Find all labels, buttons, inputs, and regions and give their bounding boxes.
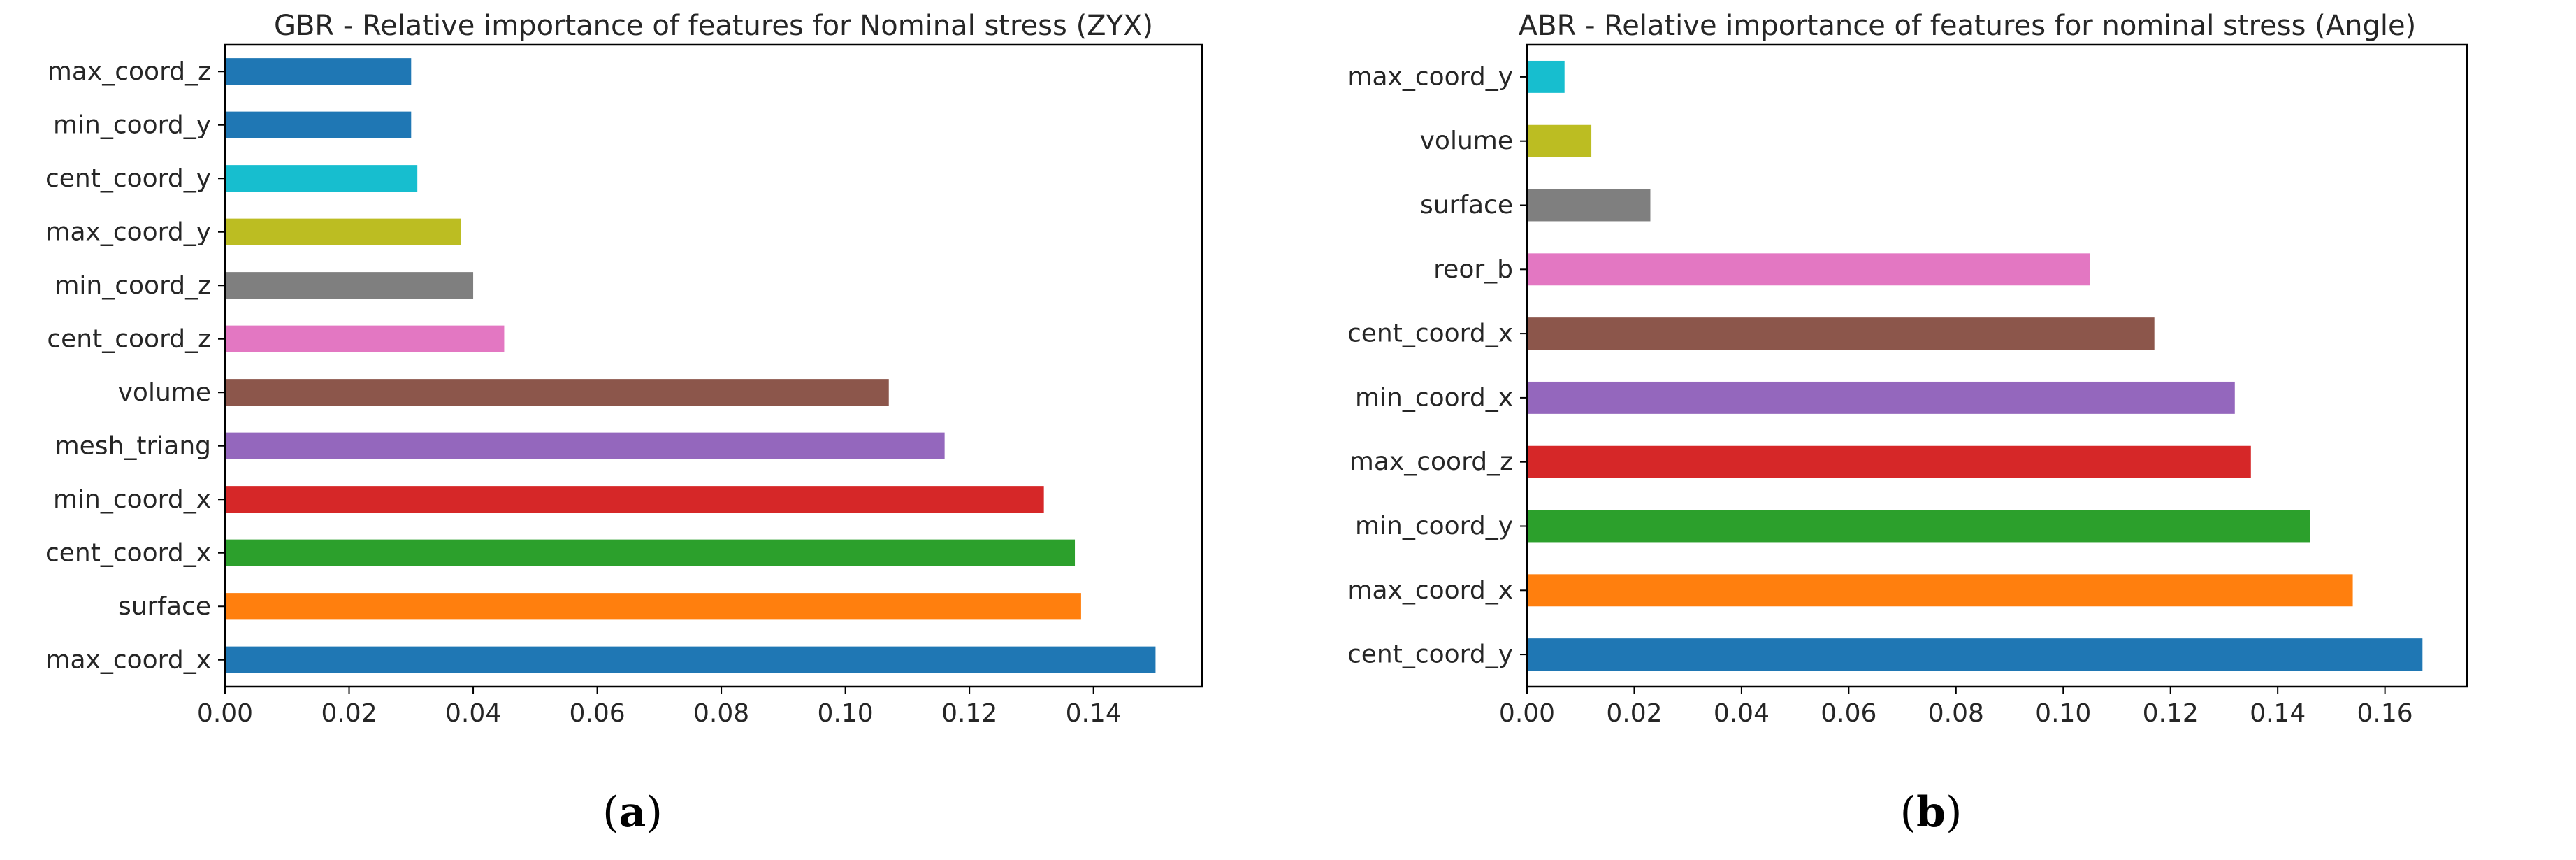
x-tick-label-b-3: 0.06 xyxy=(1821,699,1876,728)
category-label-b-max_coord_x: max_coord_x xyxy=(1347,576,1513,605)
category-label-b-min_coord_y: min_coord_y xyxy=(1355,512,1513,540)
bar-a-min_coord_y xyxy=(225,111,412,138)
category-label-b-reor_b: reor_b xyxy=(1433,255,1513,284)
x-tick-label-a-2: 0.04 xyxy=(445,699,501,728)
category-label-a-mesh_triang: mesh_triang xyxy=(55,431,211,460)
bar-b-min_coord_y xyxy=(1527,510,2310,543)
plot-frame-b xyxy=(1526,43,2468,688)
bar-b-volume xyxy=(1527,124,1592,157)
category-label-a-cent_coord_x: cent_coord_x xyxy=(45,538,211,567)
x-tick-label-b-5: 0.10 xyxy=(2035,699,2091,728)
chart-panel-a: GBR - Relative importance of features fo… xyxy=(45,10,1203,728)
bars-b xyxy=(1527,60,2423,671)
category-label-b-max_coord_z: max_coord_z xyxy=(1349,447,1513,476)
category-label-a-min_coord_y: min_coord_y xyxy=(53,110,211,139)
bar-a-max_coord_z xyxy=(225,58,412,85)
x-tick-label-b-0: 0.00 xyxy=(1499,699,1555,728)
category-label-b-min_coord_x: min_coord_x xyxy=(1355,383,1513,412)
bar-a-volume xyxy=(225,379,889,406)
chart-title-a: GBR - Relative importance of features fo… xyxy=(274,10,1153,42)
category-label-b-surface: surface xyxy=(1420,191,1513,220)
category-label-b-volume: volume xyxy=(1420,127,1513,155)
category-label-a-volume: volume xyxy=(118,378,211,407)
category-labels-b: cent_coord_y max_coord_x min_coord_y max_co… xyxy=(1347,62,1527,669)
bar-b-max_coord_y xyxy=(1527,60,1565,93)
bar-a-min_coord_x xyxy=(225,486,1044,513)
x-tick-label-a-6: 0.12 xyxy=(941,699,997,728)
category-label-a-max_coord_y: max_coord_y xyxy=(45,217,211,246)
category-label-b-max_coord_y: max_coord_y xyxy=(1347,62,1513,91)
category-labels-a: max_coord_x surface cent_coord_x min_coord_… xyxy=(45,57,225,674)
bar-a-cent_coord_z xyxy=(225,325,505,352)
x-tick-label-a-1: 0.02 xyxy=(321,699,377,728)
bar-a-max_coord_x xyxy=(225,646,1156,673)
caption-a: (a) xyxy=(602,788,663,837)
x-tick-label-a-5: 0.10 xyxy=(818,699,874,728)
x-tick-label-a-3: 0.06 xyxy=(569,699,625,728)
bar-a-cent_coord_y xyxy=(225,165,418,192)
x-tick-label-a-0: 0.00 xyxy=(197,699,253,728)
bar-b-max_coord_z xyxy=(1527,445,2251,478)
bar-a-mesh_triang xyxy=(225,432,945,459)
bar-a-surface xyxy=(225,593,1081,620)
category-label-b-cent_coord_x: cent_coord_x xyxy=(1347,320,1513,348)
caption-b: (b) xyxy=(1900,788,1962,837)
category-label-a-cent_coord_z: cent_coord_z xyxy=(47,324,211,353)
plot-frame-a xyxy=(224,43,1203,688)
x-tick-label-b-4: 0.08 xyxy=(1928,699,1984,728)
x-tick-label-a-4: 0.08 xyxy=(693,699,749,728)
category-label-a-cent_coord_y: cent_coord_y xyxy=(45,164,211,193)
bar-b-cent_coord_y xyxy=(1527,638,2423,671)
category-label-a-max_coord_z: max_coord_z xyxy=(48,57,211,86)
bar-b-reor_b xyxy=(1527,253,2090,286)
category-label-a-min_coord_x: min_coord_x xyxy=(53,485,211,514)
x-tick-label-b-8: 0.16 xyxy=(2357,699,2413,728)
category-label-a-surface: surface xyxy=(118,592,211,621)
x-ticks-a: 0.00 0.02 0.04 0.06 0.08 0.10 0.12 0.14 xyxy=(197,687,1122,728)
bar-b-min_coord_x xyxy=(1527,381,2235,414)
chart-panel-b: ABR - Relative importance of features fo… xyxy=(1347,10,2468,728)
x-tick-label-b-2: 0.04 xyxy=(1714,699,1770,728)
bar-b-cent_coord_x xyxy=(1527,317,2155,350)
x-tick-label-b-6: 0.12 xyxy=(2143,699,2199,728)
bar-a-min_coord_z xyxy=(225,272,474,299)
bar-a-cent_coord_x xyxy=(225,539,1076,566)
chart-title-b: ABR - Relative importance of features fo… xyxy=(1519,10,2416,42)
x-tick-label-b-7: 0.14 xyxy=(2250,699,2306,728)
bar-b-surface xyxy=(1527,189,1651,222)
x-tick-label-b-1: 0.02 xyxy=(1606,699,1662,728)
bar-a-max_coord_y xyxy=(225,218,461,245)
bar-b-max_coord_x xyxy=(1527,574,2353,607)
category-label-b-cent_coord_y: cent_coord_y xyxy=(1347,640,1513,669)
category-label-a-min_coord_z: min_coord_z xyxy=(55,271,211,300)
x-tick-label-a-7: 0.14 xyxy=(1066,699,1122,728)
x-ticks-b: 0.00 0.02 0.04 0.06 0.08 0.10 0.12 0.14 0.16 xyxy=(1499,687,2413,728)
category-label-a-max_coord_x: max_coord_x xyxy=(45,645,211,674)
bars-a xyxy=(225,58,1156,673)
